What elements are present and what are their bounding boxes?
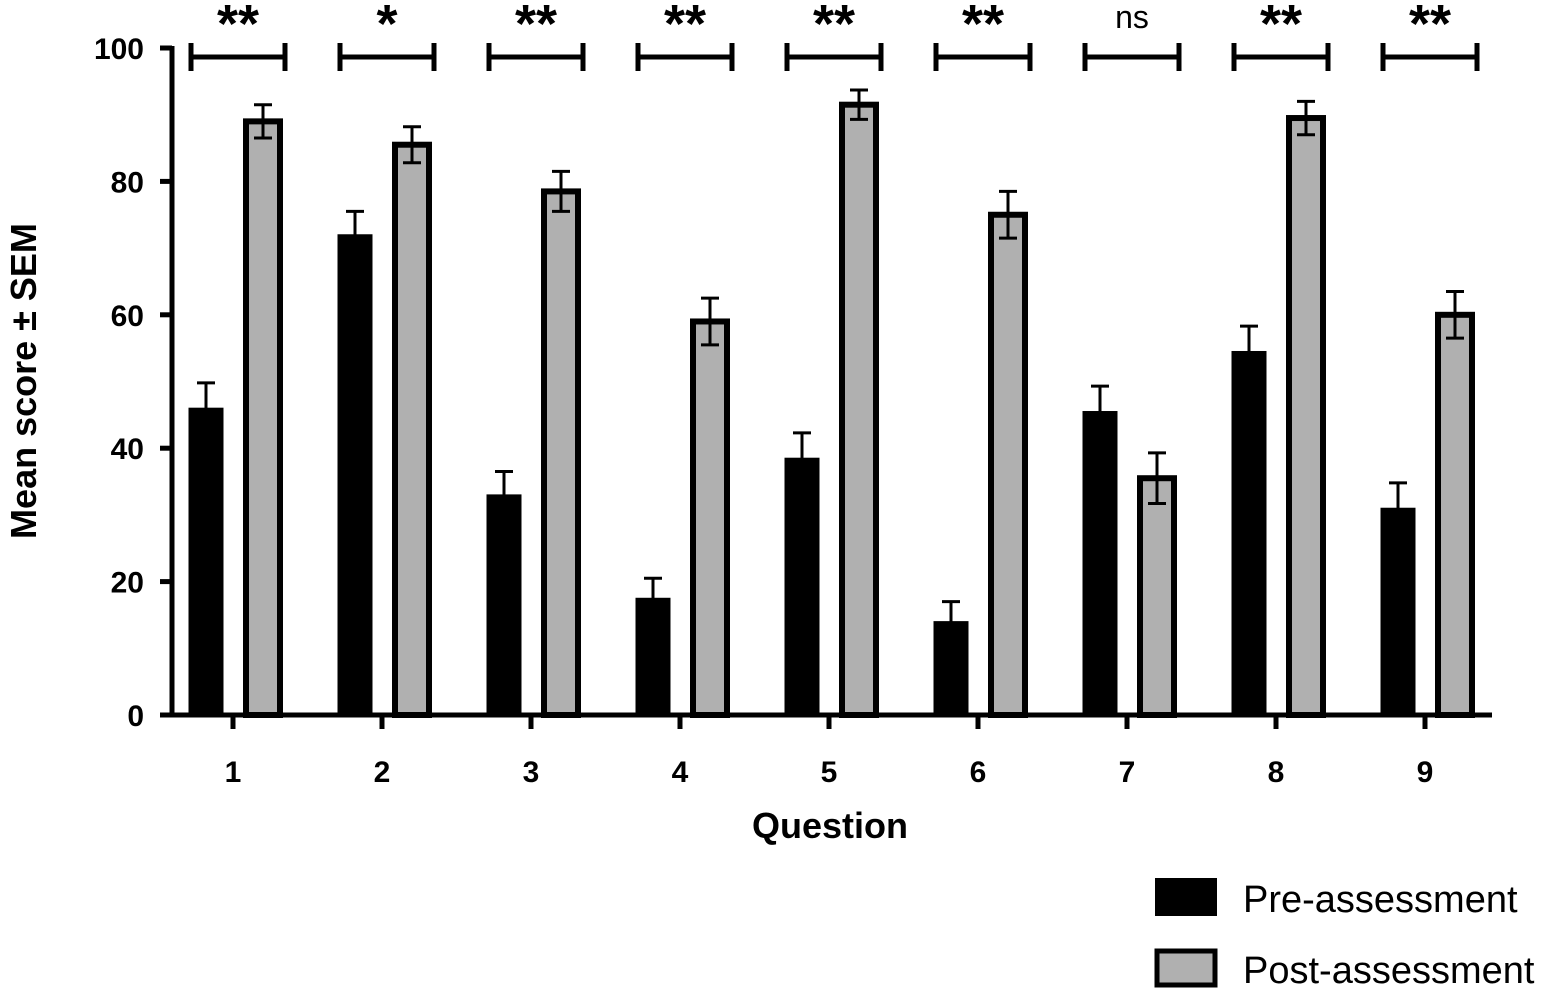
- sig-label-q8: **: [1260, 0, 1302, 54]
- sig-label-q7: ns: [1115, 0, 1149, 35]
- sig-label-q5: **: [813, 0, 855, 54]
- bar-post-assessment-q3: [541, 188, 581, 718]
- x-tick-label-9: 9: [1417, 756, 1434, 789]
- significance-brackets: ** * ** ** ** ** ns ** **: [188, 0, 1480, 71]
- legend-label-pre-assessment: Pre-assessment: [1243, 879, 1518, 921]
- y-tick-label-40: 40: [111, 433, 144, 466]
- bar-pre-assessment-q2: [337, 234, 373, 716]
- sig-label-q4: **: [664, 0, 706, 54]
- bars: [188, 88, 1475, 719]
- sig-label-q6: **: [962, 0, 1004, 54]
- axis-ticks: 0 20 40 60 80 100 1 2 3 4 5 6 7 8 9: [94, 33, 1433, 789]
- y-axis-title: Mean score ± SEM: [3, 223, 44, 539]
- y-tick-label-80: 80: [111, 166, 144, 199]
- y-tick-label-0: 0: [127, 700, 144, 733]
- x-tick-label-1: 1: [225, 756, 242, 789]
- x-axis-title: Question: [752, 805, 908, 846]
- sig-label-q1: **: [217, 0, 259, 54]
- bar-pre-assessment-q3: [486, 494, 522, 716]
- legend: Pre-assessment Post-assessment: [1154, 878, 1535, 992]
- bar-post-assessment-q1: [243, 118, 283, 719]
- bar-post-assessment-q7: [1137, 475, 1177, 718]
- legend-label-post-assessment: Post-assessment: [1243, 950, 1535, 992]
- bar-post-assessment-q5: [839, 101, 879, 718]
- sig-label-q3: **: [515, 0, 557, 54]
- y-tick-label-60: 60: [111, 300, 144, 333]
- y-tick-label-100: 100: [94, 33, 144, 66]
- bar-post-assessment-q9: [1435, 311, 1475, 718]
- x-tick-label-6: 6: [970, 756, 987, 789]
- x-tick-label-2: 2: [374, 756, 391, 789]
- x-tick-label-8: 8: [1268, 756, 1285, 789]
- sig-label-q2: *: [376, 0, 397, 54]
- bar-post-assessment-q4: [690, 318, 730, 718]
- x-tick-label-7: 7: [1119, 756, 1136, 789]
- bar-pre-assessment-q4: [635, 597, 671, 716]
- bar-post-assessment-q8: [1286, 115, 1326, 719]
- bar-pre-assessment-q9: [1380, 507, 1416, 716]
- x-tick-label-5: 5: [821, 756, 838, 789]
- legend-swatch-pre-assessment: [1155, 878, 1217, 916]
- x-tick-label-3: 3: [523, 756, 540, 789]
- x-tick-label-4: 4: [672, 756, 689, 789]
- legend-swatch-post-assessment: [1154, 948, 1218, 988]
- bar-pre-assessment-q5: [784, 457, 820, 716]
- sig-label-q9: **: [1409, 0, 1451, 54]
- bar-post-assessment-q2: [392, 141, 432, 718]
- bar-post-assessment-q6: [988, 211, 1028, 718]
- bar-pre-assessment-q7: [1082, 411, 1118, 716]
- bar-pre-assessment-q6: [933, 621, 969, 716]
- bar-pre-assessment-q8: [1231, 350, 1267, 716]
- y-tick-label-20: 20: [111, 567, 144, 600]
- bar-pre-assessment-q1: [188, 407, 224, 716]
